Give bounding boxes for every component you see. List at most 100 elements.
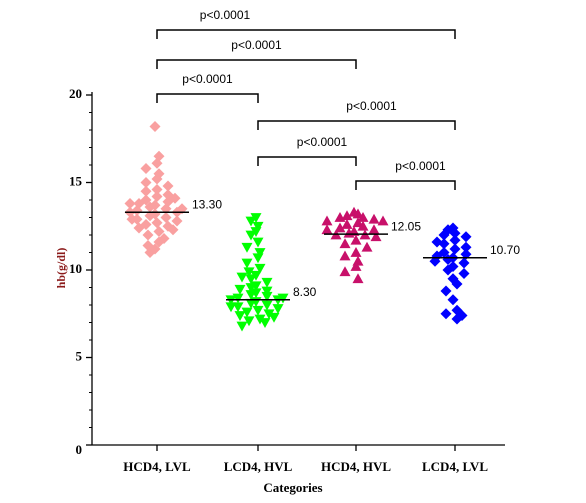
data-point bbox=[250, 227, 262, 237]
data-point bbox=[341, 210, 353, 221]
data-point bbox=[250, 270, 262, 281]
y-tick-label: 0 bbox=[76, 442, 83, 457]
significance-label: p<0.0001 bbox=[182, 72, 233, 86]
data-point bbox=[440, 308, 452, 320]
x-tick-label: HCD4, HVL bbox=[321, 459, 391, 474]
significance-label: p<0.0001 bbox=[200, 8, 251, 22]
data-point bbox=[140, 185, 152, 197]
significance-label: p<0.0001 bbox=[297, 135, 348, 149]
data-point bbox=[442, 254, 454, 265]
significance-bracket bbox=[257, 156, 357, 166]
y-tick-label: 20 bbox=[69, 86, 82, 101]
significance-label: p<0.0001 bbox=[346, 99, 397, 113]
data-point bbox=[144, 247, 156, 258]
data-point bbox=[377, 215, 389, 226]
x-tick-label: HCD4, LVL bbox=[123, 459, 191, 474]
data-point bbox=[357, 220, 369, 231]
median-label: 12.05 bbox=[391, 219, 421, 233]
data-point bbox=[225, 302, 237, 313]
data-point bbox=[254, 248, 266, 258]
y-tick-label: 10 bbox=[69, 261, 82, 276]
data-point bbox=[252, 237, 264, 248]
data-point bbox=[460, 241, 472, 253]
data-point bbox=[162, 180, 174, 192]
data-point bbox=[361, 241, 373, 252]
data-point bbox=[352, 208, 364, 219]
data-point bbox=[321, 224, 333, 235]
data-point bbox=[442, 264, 454, 276]
data-point bbox=[268, 312, 280, 323]
data-point bbox=[277, 293, 289, 304]
data-point bbox=[167, 224, 179, 236]
data-point bbox=[144, 201, 156, 213]
median-label: 10.70 bbox=[490, 243, 520, 257]
x-tick-label: LCD4, LVL bbox=[422, 459, 488, 474]
data-point bbox=[449, 243, 461, 255]
significance-bracket bbox=[355, 180, 456, 190]
data-point bbox=[151, 191, 163, 202]
data-point bbox=[142, 229, 154, 241]
data-point bbox=[350, 247, 362, 257]
y-tick-label: 5 bbox=[76, 348, 83, 363]
x-axis-title: Categories bbox=[263, 480, 322, 495]
data-point bbox=[245, 283, 257, 293]
data-point bbox=[350, 234, 362, 245]
significance-label: p<0.0001 bbox=[231, 38, 282, 52]
data-point bbox=[449, 227, 461, 239]
data-point bbox=[153, 226, 165, 237]
data-point bbox=[321, 215, 333, 226]
data-point bbox=[236, 272, 248, 283]
median-label: 13.30 bbox=[192, 197, 222, 211]
data-point bbox=[254, 314, 266, 325]
median-label: 8.30 bbox=[293, 285, 317, 299]
data-point bbox=[341, 219, 353, 229]
data-point bbox=[339, 250, 351, 261]
data-point bbox=[343, 227, 355, 238]
data-point bbox=[261, 291, 273, 302]
data-point bbox=[243, 316, 255, 327]
data-point bbox=[254, 263, 266, 274]
data-point bbox=[334, 222, 346, 233]
data-point bbox=[171, 215, 183, 227]
data-point bbox=[261, 277, 273, 288]
data-point bbox=[263, 309, 275, 320]
data-point bbox=[449, 234, 461, 246]
data-point bbox=[458, 268, 470, 279]
significance-bracket bbox=[257, 120, 456, 130]
data-point bbox=[151, 157, 163, 169]
data-point bbox=[133, 222, 145, 234]
significance-bracket bbox=[156, 59, 357, 69]
data-point bbox=[243, 267, 255, 278]
data-point bbox=[252, 221, 264, 232]
data-point bbox=[245, 230, 257, 241]
data-point bbox=[234, 311, 246, 321]
data-point bbox=[352, 273, 364, 284]
x-tick-label: LCD4, HVL bbox=[224, 459, 293, 474]
data-point bbox=[259, 318, 271, 328]
data-point bbox=[241, 242, 253, 253]
data-point bbox=[241, 307, 253, 318]
data-point bbox=[368, 224, 380, 235]
y-tick-label: 15 bbox=[69, 173, 83, 188]
data-point bbox=[124, 198, 136, 209]
data-point bbox=[350, 261, 362, 271]
data-point bbox=[245, 298, 257, 309]
data-point bbox=[368, 213, 380, 224]
data-point bbox=[140, 163, 152, 174]
data-point bbox=[250, 213, 262, 223]
data-point bbox=[160, 212, 172, 223]
data-point bbox=[149, 121, 161, 132]
data-point bbox=[339, 266, 351, 277]
data-point bbox=[447, 294, 459, 306]
data-point bbox=[232, 302, 244, 313]
data-point bbox=[272, 304, 284, 314]
data-point bbox=[440, 285, 452, 297]
significance-bracket bbox=[156, 29, 456, 39]
data-point bbox=[334, 212, 346, 222]
significance-bracket bbox=[156, 93, 259, 103]
data-point bbox=[370, 231, 382, 242]
data-point bbox=[245, 274, 257, 285]
data-point bbox=[431, 236, 443, 248]
data-point bbox=[241, 258, 253, 269]
data-point bbox=[357, 212, 369, 222]
